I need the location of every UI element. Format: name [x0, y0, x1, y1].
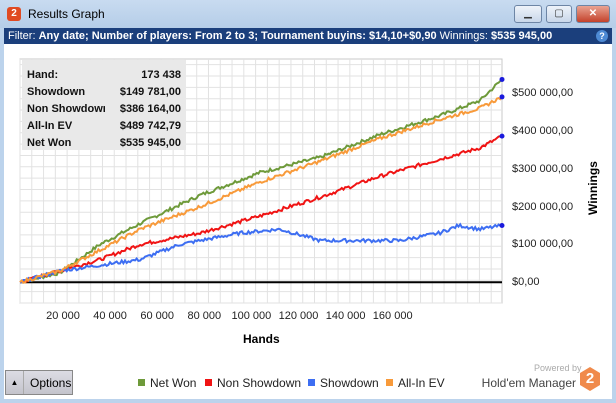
legend-label: Net Won — [150, 376, 197, 390]
legend-item[interactable]: All-In EV — [386, 376, 445, 390]
stats-box: Hand: 173 438 Showdown $149 781,00 Non Showd… — [22, 60, 186, 150]
window-title: Results Graph — [28, 7, 105, 21]
powered-by: Powered by — [534, 363, 582, 373]
stat-value: $489 742,79 — [119, 120, 181, 132]
series-line-non-showdown — [19, 135, 502, 284]
winnings-value: $535 945,00 — [491, 30, 553, 42]
series-end-marker — [499, 133, 505, 139]
legend-swatch — [386, 379, 393, 386]
minimize-button[interactable]: ▁ — [514, 5, 542, 23]
legend-label: All-In EV — [398, 376, 445, 390]
options-label: Options — [30, 376, 72, 390]
brand-logo-icon: 2 — [580, 367, 600, 391]
stat-row: Net Won $535 945,00 — [27, 134, 181, 152]
x-tick-label: 140 000 — [325, 310, 366, 322]
x-tick-label: 40 000 — [93, 310, 127, 322]
stat-label: Showdown — [27, 86, 86, 98]
stat-row: All-In EV $489 742,79 — [27, 117, 181, 135]
filter-bar[interactable]: Filter: Any date; Number of players: Fro… — [4, 28, 612, 44]
close-button[interactable]: ✕ — [576, 5, 610, 23]
series-line-showdown — [19, 222, 502, 284]
x-axis-label: Hands — [243, 332, 280, 346]
legend-swatch — [138, 379, 145, 386]
y-tick-label: $400 000,00 — [512, 124, 574, 137]
app-logo-icon: 2 — [7, 7, 21, 21]
stat-row: Showdown $149 781,00 — [27, 83, 181, 101]
chevron-up-icon: ▲ — [6, 371, 24, 394]
stat-label: Non Showdown — [27, 103, 105, 115]
filter-value: Any date; Number of players: From 2 to 3… — [38, 30, 437, 42]
stat-value: $149 781,00 — [119, 86, 181, 98]
y-tick-label: $500 000,00 — [512, 87, 574, 100]
series-line-net-won — [19, 78, 503, 284]
y-tick-label: $300 000,00 — [512, 162, 574, 175]
series-end-marker — [499, 76, 505, 82]
title-bar: 2 Results Graph ▁ ▢ ✕ — [0, 0, 616, 28]
series-end-marker — [499, 94, 505, 100]
stat-label: Hand: — [27, 69, 59, 81]
stat-row: Non Showdown $386 164,00 — [27, 100, 181, 118]
y-axis-label: Winnings — [586, 161, 600, 215]
stat-label: All-In EV — [27, 120, 73, 132]
maximize-button[interactable]: ▢ — [546, 5, 572, 23]
legend-swatch — [308, 379, 315, 386]
x-tick-label: 100 000 — [231, 310, 272, 322]
graph-panel — [4, 44, 612, 399]
y-tick-label: $200 000,00 — [512, 200, 574, 213]
legend-swatch — [205, 379, 212, 386]
x-tick-label: 120 000 — [278, 310, 319, 322]
stat-value: 173 438 — [141, 69, 181, 81]
winnings-label: Winnings: — [439, 30, 488, 42]
options-button[interactable]: ▲ Options — [5, 370, 73, 395]
x-tick-label: 20 000 — [46, 310, 80, 322]
x-tick-label: 60 000 — [140, 310, 175, 322]
legend-label: Non Showdown — [217, 376, 302, 390]
y-tick-label: $100 000,00 — [512, 238, 574, 251]
stat-value: $535 945,00 — [119, 137, 181, 149]
y-tick-label: $0,00 — [512, 276, 540, 289]
stat-value: $386 164,00 — [119, 103, 181, 115]
legend-item[interactable]: Showdown — [308, 376, 379, 390]
stat-label: Net Won — [27, 137, 72, 149]
legend-label: Showdown — [320, 376, 379, 390]
legend-item[interactable]: Net Won — [138, 376, 196, 390]
series-line-all-in-ev — [19, 96, 503, 284]
filter-label: Filter: — [8, 30, 36, 42]
x-tick-label: 80 000 — [187, 310, 222, 322]
brand-name: Hold'em Manager — [481, 376, 576, 390]
x-tick-label: 160 000 — [372, 310, 413, 322]
series-end-marker — [499, 223, 505, 229]
legend-item[interactable]: Non Showdown — [205, 376, 301, 390]
help-icon[interactable]: ? — [596, 30, 608, 42]
stat-row: Hand: 173 438 — [27, 66, 181, 84]
